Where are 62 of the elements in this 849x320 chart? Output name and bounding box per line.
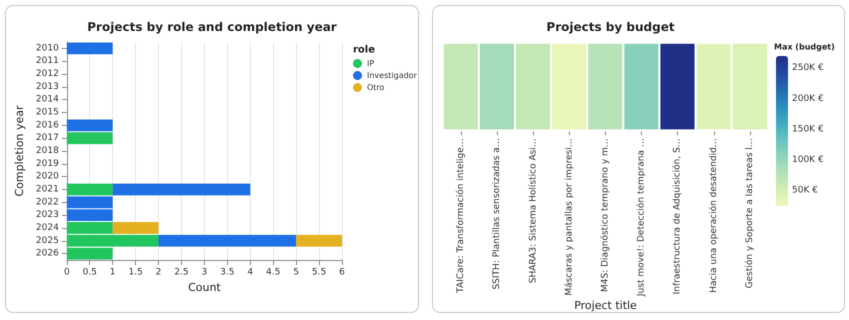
bar [66, 132, 113, 144]
y-tick-label: 2025 [36, 236, 59, 246]
y-tick-label: 2021 [36, 184, 59, 194]
color-bar-title: Max (budget) [774, 42, 835, 52]
y-tick-label: 2010 [36, 43, 60, 54]
x-tick-label: 2.5 [174, 268, 189, 278]
y-tick-label: 2012 [36, 69, 59, 80]
y-tick-label: 2017 [36, 133, 59, 144]
legend-label: IP [367, 59, 374, 68]
x-tick-label: 2 [156, 268, 162, 278]
x-tick-label: 5.5 [312, 268, 326, 278]
y-tick-label: 2011 [36, 56, 59, 66]
x-tick-label: 4.5 [266, 268, 280, 278]
x-tick-label: Just move!: Detección temprana … [636, 138, 647, 298]
legend-title: role [353, 44, 376, 56]
x-tick-label: Máscaras y pantallas por impresi… [563, 138, 574, 296]
bar [158, 234, 296, 247]
y-tick-label: 2026 [36, 248, 60, 259]
x-tick-label: Gestión y Soporte a las tareas l… [744, 138, 755, 288]
y-tick-label: 2024 [36, 222, 60, 233]
x-tick-label: 0 [64, 268, 70, 278]
color-bar-label: 100K € [792, 155, 824, 166]
x-tick-label: M4S: Diagnóstico temprano y m… [600, 138, 610, 292]
y-tick-label: 2013 [36, 82, 59, 92]
y-tick-label: 2020 [36, 172, 60, 182]
x-tick-label: 6 [339, 268, 346, 278]
bar [66, 119, 113, 132]
chart-title: Projects by role and completion year [87, 20, 337, 34]
x-tick-label: 1.5 [128, 268, 143, 278]
bar [296, 234, 342, 247]
x-tick-label: Infraestructura de Adquisición, S… [672, 138, 683, 294]
color-bar-label: 250K € [792, 63, 824, 74]
color-bar-label: 50K € [792, 186, 818, 196]
y-tick-label: 2022 [36, 197, 59, 208]
legend-label: Investigador [367, 71, 418, 80]
x-axis-title: Project title [574, 299, 638, 312]
x-tick-label: 5 [293, 268, 299, 278]
y-tick-label: 2018 [36, 146, 60, 156]
x-tick-label: SHARA3: Sistema Holístico Asi… [527, 138, 538, 284]
x-tick-label: Hacia una operación desatendid… [708, 138, 719, 293]
x-tick-label: 4 [247, 268, 254, 278]
y-tick-label: 2015 [36, 108, 59, 118]
legend-label: Otro [367, 83, 385, 92]
bar [66, 184, 113, 196]
y-tick-label: 2014 [36, 94, 60, 105]
x-axis-title: Count [188, 281, 222, 294]
x-tick-label: 1 [110, 268, 116, 278]
y-tick-label: 2016 [36, 120, 60, 130]
x-tick-label: 0.5 [82, 268, 97, 278]
bar [112, 184, 250, 196]
bar [112, 222, 159, 234]
x-tick-label: 3 [202, 268, 208, 278]
color-bar-label: 200K € [792, 94, 824, 104]
chart-title: Projects by budget [546, 20, 675, 34]
x-tick-label: TAICare: Transformación intelige… [455, 138, 466, 294]
x-tick-label: 3.5 [220, 268, 234, 278]
y-tick-label: 2019 [36, 158, 60, 169]
y-tick-label: 2023 [36, 210, 59, 220]
y-axis-title: Completion year [13, 105, 26, 197]
bar [66, 42, 113, 54]
color-bar-label: 150K € [792, 124, 824, 134]
x-tick-label: SSITH: Plantillas sensorizadas a… [492, 138, 502, 290]
